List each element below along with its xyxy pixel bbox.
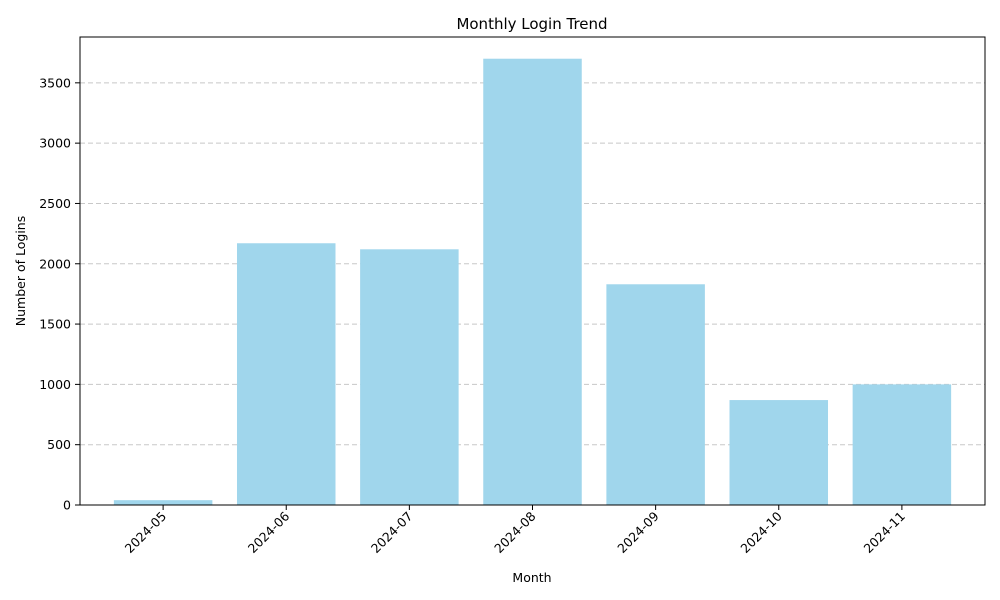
y-tick-label: 1000 bbox=[39, 377, 71, 392]
bar-2024-06 bbox=[236, 243, 336, 505]
x-tick-label: 2024-06 bbox=[245, 508, 293, 556]
y-tick-label: 2500 bbox=[39, 196, 71, 211]
y-tick-label: 1500 bbox=[39, 317, 71, 332]
bar-2024-10 bbox=[729, 400, 829, 505]
bars bbox=[113, 58, 952, 506]
bar-2024-07 bbox=[360, 249, 459, 505]
bar-2024-08 bbox=[483, 58, 582, 506]
bar-2024-11 bbox=[852, 384, 952, 505]
chart-title: Monthly Login Trend bbox=[456, 15, 607, 33]
x-tick-label: 2024-08 bbox=[491, 508, 539, 556]
x-tick-label: 2024-09 bbox=[614, 508, 662, 556]
y-tick-label: 3500 bbox=[39, 75, 71, 90]
x-tick-label: 2024-11 bbox=[860, 509, 908, 557]
x-tick-label: 2024-10 bbox=[737, 508, 785, 556]
y-axis-label: Number of Logins bbox=[13, 216, 28, 326]
x-tick-label: 2024-05 bbox=[122, 509, 170, 557]
x-tick-label: 2024-07 bbox=[368, 509, 416, 557]
x-axis-label: Month bbox=[512, 570, 551, 585]
y-tick-label: 3000 bbox=[39, 136, 71, 151]
y-tick-label: 500 bbox=[47, 437, 71, 452]
bar-2024-05 bbox=[113, 500, 213, 505]
y-tick-label: 0 bbox=[63, 498, 71, 513]
y-tick-label: 2000 bbox=[39, 256, 71, 271]
bar-2024-09 bbox=[606, 284, 705, 505]
plot-frame bbox=[79, 36, 986, 506]
